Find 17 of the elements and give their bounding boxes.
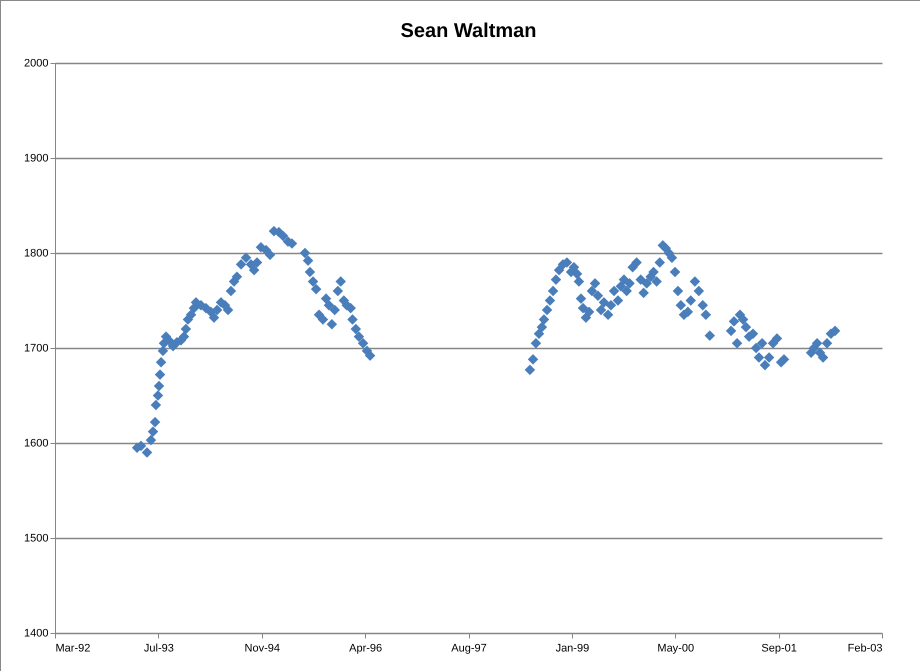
x-tick-label: Jul-93 xyxy=(144,642,174,654)
x-tick-label: Mar-92 xyxy=(56,642,90,654)
y-tick-label: 1800 xyxy=(24,248,48,260)
x-tick-label: May-00 xyxy=(657,642,694,654)
x-tick-label: Sep-01 xyxy=(761,642,797,654)
chart-title: Sean Waltman xyxy=(400,20,536,42)
x-tick-label: Jan-99 xyxy=(556,642,590,654)
x-tick-label: Nov-94 xyxy=(244,642,280,654)
y-tick-label: 1600 xyxy=(24,438,48,450)
y-tick-label: 1400 xyxy=(24,628,48,640)
x-tick-label: Aug-97 xyxy=(451,642,487,654)
x-tick-label: Apr-96 xyxy=(349,642,382,654)
y-tick-label: 1900 xyxy=(24,152,48,164)
y-tick-label: 2000 xyxy=(24,58,48,70)
x-tick-label: Feb-03 xyxy=(848,642,882,654)
y-tick-label: 1500 xyxy=(24,532,48,544)
y-tick-label: 1700 xyxy=(24,342,48,354)
